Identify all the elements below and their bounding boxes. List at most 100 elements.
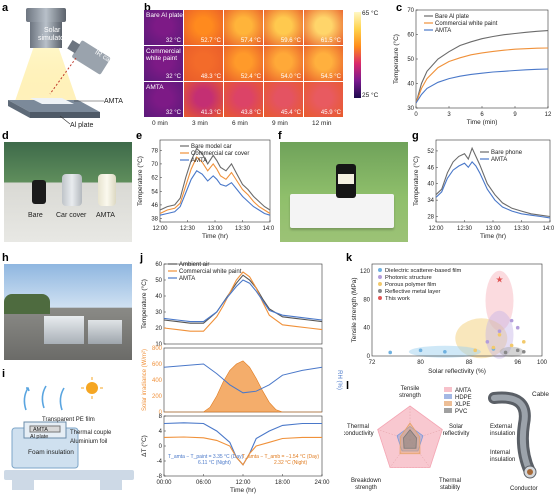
y-tick-label: -8 [157,474,163,480]
legend-label: Commercial car cover [191,151,249,157]
thermal-cell: 54.5 °C [304,46,343,81]
scatter-point-star: ★ [495,275,503,285]
y-tick-label: 8 [159,414,163,420]
y-tick-label: 50 [407,57,414,63]
y-tick-label: 62 [151,176,158,182]
panel-g: g 28 34 40 46 52 12:00 12:30 13:00 13:30 14:00 Tim… [410,130,554,245]
radar-axis [409,439,431,468]
trees [4,294,50,314]
plate-text: Al plate [30,434,48,440]
legend-label: AMTA [455,388,471,394]
radar-axis-label: Thermal [439,478,461,484]
al-plate [8,100,100,112]
series-line [163,279,323,323]
chart-k: 72 80 88 96 100 0 40 80 120 ★ Dielectric scatterer… [351,263,548,375]
panel-label-d: d [2,130,9,142]
panel-label-g: g [412,130,419,142]
amta-text: AMTA [33,427,48,433]
series-line [415,30,549,104]
y-tick-label: 38 [151,217,158,223]
x-tick-label: 0 [414,112,418,118]
radar-axis-label: stability [440,485,460,491]
thermal-temp-label: 52.7 °C [200,38,221,44]
y-tick-label: 46 [151,203,158,209]
legend-label: PVC [455,409,468,415]
x-tick-label: 06:00 [196,480,212,486]
colorbar-max: 65 °C [362,10,379,17]
annotation-paint: T_amta − T_paint = 3.35 °C (Day) [168,454,244,460]
thermal-cell: 45.9 °C [304,82,343,117]
y-tick-label: 0 [159,444,163,450]
irradiance-area [164,360,322,413]
cable-label-internal: Internal [490,450,510,456]
panel-e: e 38 46 54 62 70 78 12:00 12:30 13:00 13:30 14:00 T… [134,130,278,245]
schematic-setup: Solar simulator IR camera AMTA Al plate [8,8,125,129]
y-tick-label: 40 [427,182,434,188]
legend-swatch [444,401,452,406]
foam-block [290,194,394,228]
y-tick-label: 10 [155,342,162,348]
legend-label: Porous polymer film [385,282,436,288]
x-tick-label: 12:30 [180,226,196,232]
scatter-point [509,318,514,323]
x-axis-label: Time (hr) [230,487,256,494]
rh-line [163,363,323,394]
radar-axis [409,429,443,441]
legend-swatch [378,275,382,279]
scatter-point [473,348,478,353]
simulator-top [26,8,66,22]
y-tick-label: 60 [155,262,162,268]
x-tick-label: 88 [466,360,473,366]
y-tick-label: 4 [159,429,163,435]
thermal-time-label: 3 min [192,120,208,127]
legend-swatch [378,289,382,293]
series-line [415,68,549,104]
x-tick-label: 00:00 [156,480,172,486]
radiation-arrows [23,385,65,411]
radar-series [377,405,443,468]
legend-swatch [444,408,452,413]
panel-j: j 10 20 30 40 50 60 Temperature (°C) Ambient ai… [138,252,344,494]
thermal-time-label: 0 min [152,120,168,127]
photo-rooftop [4,264,132,360]
legend-label: AMTA [435,28,451,34]
cable-label-internal: insulation [490,457,515,463]
x-tick-label: 13:00 [207,226,223,232]
radar-axis-label: Thermal [347,424,369,430]
region-metal [499,346,524,357]
thermal-temp-label: 32 °C [165,38,181,44]
thermal-cell: 48.3 °C [184,46,223,81]
solar-label: Solar simulator [38,27,67,42]
y-tick-label: 40 [155,294,162,300]
colorbar [354,12,361,98]
cable-illustration [488,391,537,479]
y-tick-label: 46 [427,165,434,171]
thermal-temp-label: 43.8 °C [240,110,261,116]
thermal-cell: 43.8 °C [224,82,263,117]
y-axis-label: Temperature (°C) [136,156,144,206]
radar-series [403,429,417,449]
legend-swatch [378,282,382,286]
thermal-temp-label: 57.4 °C [240,38,261,44]
panel-f: f [276,130,410,245]
x-tick-label: 12 [545,112,552,118]
x-tick-label: 13:30 [514,226,530,232]
label-bare: Bare [28,212,43,219]
scatter-point [497,332,502,337]
plot-frame [371,263,543,357]
y-tick-label: 0 [367,354,371,360]
simulator-body [30,22,62,48]
thermal-cell: 61.5 °C [304,10,343,45]
panel-label-c: c [396,2,403,14]
radar-axis-label: strength [355,485,377,491]
chart-c: 30 40 50 60 70 0 3 6 9 12 Time (min) Temperature (°… [392,8,552,126]
x-tick-label: 12:00 [152,226,168,232]
series-line [163,274,323,324]
x-tick-label: 9 [513,112,517,118]
test-box-1 [44,316,84,344]
x-tick-label: 80 [417,360,424,366]
y-tick-label: 60 [407,33,414,39]
label-amta: AMTA [96,212,115,219]
y-tick-label: 80 [363,297,370,303]
